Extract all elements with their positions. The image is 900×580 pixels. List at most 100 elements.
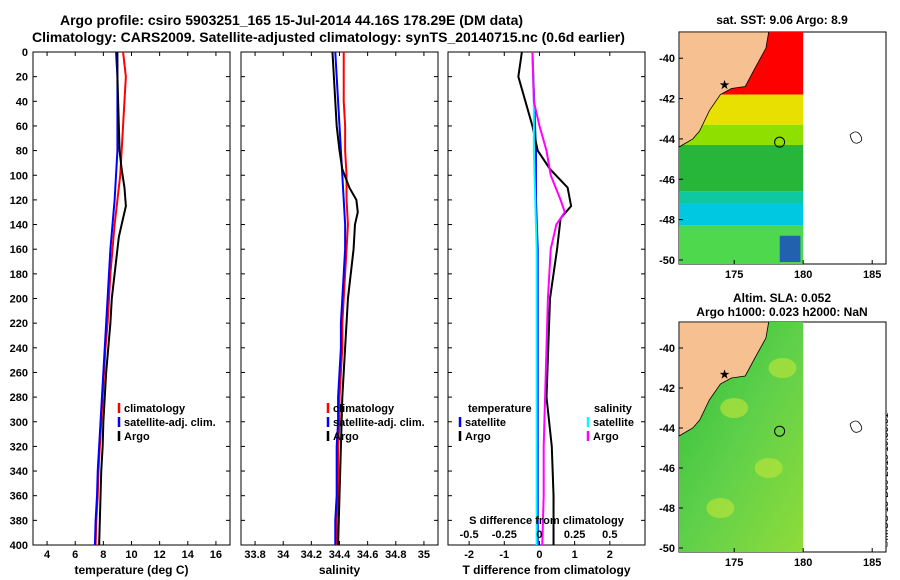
s-axis-label: S difference from climatology — [469, 515, 625, 527]
series-argo — [331, 51, 359, 546]
legend-label: satellite-adj. clim. — [124, 417, 216, 429]
series-argo — [98, 52, 127, 546]
x-tick-label: -2 — [464, 549, 474, 561]
sla-blob — [768, 358, 797, 378]
salinity-legend: climatology satellite-adj. clim. Argo — [326, 403, 425, 443]
depth-tick-label: 340 — [10, 466, 28, 478]
x-tick-label: 16 — [210, 549, 222, 561]
difference-frame — [447, 51, 646, 546]
argo-position-marker — [774, 136, 786, 148]
depth-tick-label: 160 — [10, 244, 28, 256]
depth-tick-label: 0 — [22, 47, 28, 59]
x-tick-label: 34.6 — [357, 549, 378, 561]
sla-blob — [754, 458, 783, 478]
lat-tick-label: -46 — [659, 463, 675, 475]
s-tick-label: 0 — [536, 529, 542, 541]
temperature-panel: 0 20 40 60 80 100 120 140 160 180 200 220 240 260 280 3… — [10, 47, 231, 577]
depth-tick-label: 240 — [10, 343, 28, 355]
x-tick-label: 12 — [154, 549, 166, 561]
x-tick-label: 4 — [44, 549, 51, 561]
lat-tick-label: -50 — [659, 255, 675, 267]
lat-tick-label: -42 — [659, 94, 675, 106]
sla-map-title: Altim. SLA: 0.052 — [733, 291, 831, 305]
lat-tick-label: -48 — [659, 215, 675, 227]
depth-tick-label: 80 — [16, 146, 28, 158]
sla-blob — [706, 498, 735, 518]
s-tick-label: 0.5 — [602, 529, 617, 541]
difference-panel: -2 -1 0 1 2 T difference from climatology — [447, 51, 646, 577]
depth-tick-label: 380 — [10, 515, 28, 527]
x-tick-label: 34 — [277, 549, 290, 561]
s-tick-label: 0.25 — [564, 529, 585, 541]
legend-label: climatology — [124, 403, 186, 415]
lat-tick-label: -44 — [659, 134, 676, 146]
series-satellite-adj-clim- — [334, 51, 347, 545]
x-axis-label: salinity — [319, 563, 361, 577]
depth-tick-label: 280 — [10, 392, 28, 404]
x-tick-label: 34.8 — [385, 549, 406, 561]
lon-tick-label: 185 — [863, 557, 881, 569]
lat-tick-label: -50 — [659, 543, 675, 555]
argo-position-marker — [774, 425, 786, 437]
x-tick-label: 10 — [125, 549, 137, 561]
x-tick-label: -1 — [499, 549, 509, 561]
depth-tick-label: 20 — [16, 72, 28, 84]
legend-label: satellite — [465, 417, 506, 429]
x-axis-label: T difference from climatology — [462, 563, 630, 577]
legend-label: Argo — [333, 431, 359, 443]
s-tick-label: -0.5 — [460, 529, 479, 541]
x-tick-label: 1 — [572, 549, 578, 561]
legend-label: Argo — [593, 431, 619, 443]
depth-tick-label: 320 — [10, 441, 28, 453]
depth-tick-label: 400 — [10, 540, 28, 552]
x-tick-label: 0 — [536, 549, 542, 561]
sst-band — [679, 144, 804, 192]
x-axis-label: temperature (deg C) — [74, 563, 188, 577]
sla-blob — [720, 398, 749, 418]
legend-title-salinity: salinity — [594, 403, 633, 415]
land-new-zealand — [678, 321, 770, 437]
land-new-zealand — [678, 31, 770, 148]
series-satellite-adj-clim- — [93, 51, 119, 546]
salinity-panel: 33.8 34 34.2 34.4 34.6 34.8 35 salinity — [240, 51, 439, 577]
depth-tick-label: 40 — [16, 96, 28, 108]
legend-label: Argo — [124, 431, 150, 443]
depth-tick-label: 120 — [10, 195, 28, 207]
sst-band — [679, 191, 804, 204]
lon-tick-label: 185 — [863, 269, 881, 281]
x-tick-label: 2 — [607, 549, 613, 561]
x-tick-label: 35 — [418, 549, 430, 561]
depth-tick-label: 220 — [10, 318, 28, 330]
depth-tick-label: 200 — [10, 294, 28, 306]
depth-tick-label: 360 — [10, 491, 28, 503]
lat-tick-label: -42 — [659, 383, 675, 395]
wellington-marker: ★ — [720, 79, 730, 91]
depth-tick-label: 180 — [10, 269, 28, 281]
wellington-marker: ★ — [720, 369, 730, 381]
chatham-islands — [849, 420, 863, 433]
x-tick-label: 33.8 — [244, 549, 265, 561]
sst-map-title: sat. SST: 9.06 Argo: 8.9 — [716, 13, 848, 27]
legend-title-temperature: temperature — [468, 403, 532, 415]
lon-tick-label: 175 — [725, 269, 743, 281]
series-s-argo — [531, 51, 566, 546]
lat-tick-label: -44 — [659, 423, 676, 435]
depth-tick-label: 300 — [10, 417, 28, 429]
sla-map-subtitle: Argo h1000: 0.023 h2000: NaN — [696, 305, 867, 319]
sst-cold-patch — [779, 235, 801, 262]
lat-tick-label: -40 — [659, 343, 675, 355]
x-tick-label: 8 — [100, 549, 106, 561]
sla_map-panel: ★ -40 -42 -44 -46 -48 -50 175 180 185 Altim. SLA: … — [659, 291, 887, 569]
legend-label: satellite-adj. clim. — [333, 417, 425, 429]
series-s-satellite — [531, 51, 538, 545]
series-climatology — [335, 52, 349, 545]
depth-tick-label: 140 — [10, 220, 28, 232]
s-tick-label: -0.25 — [492, 529, 517, 541]
legend-label: satellite — [593, 417, 634, 429]
series-t-satellite — [531, 51, 539, 545]
chatham-islands — [849, 131, 863, 144]
title-line-1: Argo profile: csiro 5903251_165 15-Jul-2… — [60, 12, 524, 28]
lat-tick-label: -40 — [659, 53, 675, 65]
depth-tick-label: 60 — [16, 121, 28, 133]
